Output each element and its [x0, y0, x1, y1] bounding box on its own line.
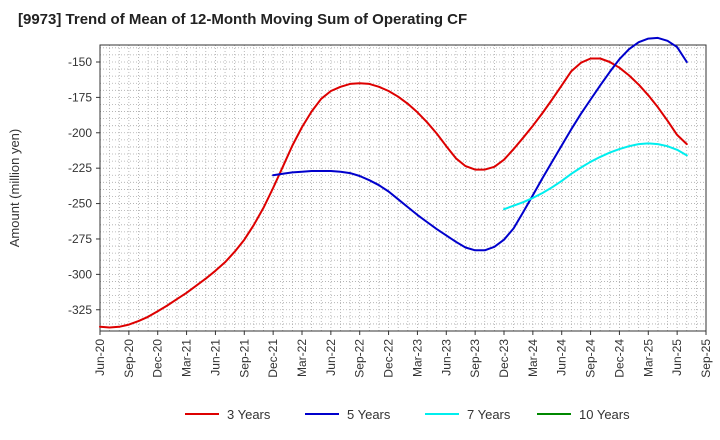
y-tick-label: -300: [68, 267, 92, 281]
chart-title: [9973] Trend of Mean of 12-Month Moving …: [18, 11, 468, 28]
x-tick-label: Dec-21: [266, 339, 280, 378]
legend-label: 5 Years: [347, 407, 391, 422]
x-tick-label: Jun-22: [324, 339, 338, 376]
legend-label: 3 Years: [227, 407, 271, 422]
x-tick-label: Dec-23: [497, 339, 511, 378]
y-tick-label: -200: [68, 126, 92, 140]
x-tick-label: Mar-21: [180, 339, 194, 377]
y-tick-label: -250: [68, 197, 92, 211]
x-tick-label: Sep-22: [353, 339, 367, 378]
series-line-3-years: [99, 57, 688, 329]
x-tick-label: Sep-20: [122, 339, 136, 378]
legend-label: 10 Years: [579, 407, 630, 422]
x-tick-label: Sep-23: [468, 339, 482, 378]
x-tick-label: Sep-25: [699, 339, 713, 378]
y-axis-title: Amount (million yen): [7, 129, 22, 248]
x-tick-label: Sep-21: [237, 339, 251, 378]
y-tick-label: -275: [68, 232, 92, 246]
x-tick-label: Dec-24: [612, 339, 626, 378]
y-tick-label: -150: [68, 55, 92, 69]
x-tick-label: Mar-25: [641, 339, 655, 377]
series-line-7-years: [503, 142, 688, 211]
x-tick-label: Jun-25: [670, 339, 684, 376]
x-tick-label: Jun-20: [93, 339, 107, 376]
y-tick-label: -175: [68, 90, 92, 104]
x-tick-label: Jun-23: [439, 339, 453, 376]
plot-border: [99, 44, 707, 332]
series-line-5-years: [272, 36, 688, 252]
x-tick-label: Mar-23: [410, 339, 424, 377]
x-tick-label: Jun-21: [208, 339, 222, 376]
x-tick-label: Dec-22: [382, 339, 396, 378]
plot-area: [100, 45, 706, 331]
y-tick-label: -325: [68, 303, 92, 317]
x-tick-label: Dec-20: [151, 339, 165, 378]
legend-label: 7 Years: [467, 407, 511, 422]
x-tick-label: Sep-24: [584, 339, 598, 378]
x-tick-label: Jun-24: [555, 339, 569, 376]
x-tick-label: Mar-22: [295, 339, 309, 377]
x-tick-label: Mar-24: [526, 339, 540, 377]
y-tick-label: -225: [68, 161, 92, 175]
